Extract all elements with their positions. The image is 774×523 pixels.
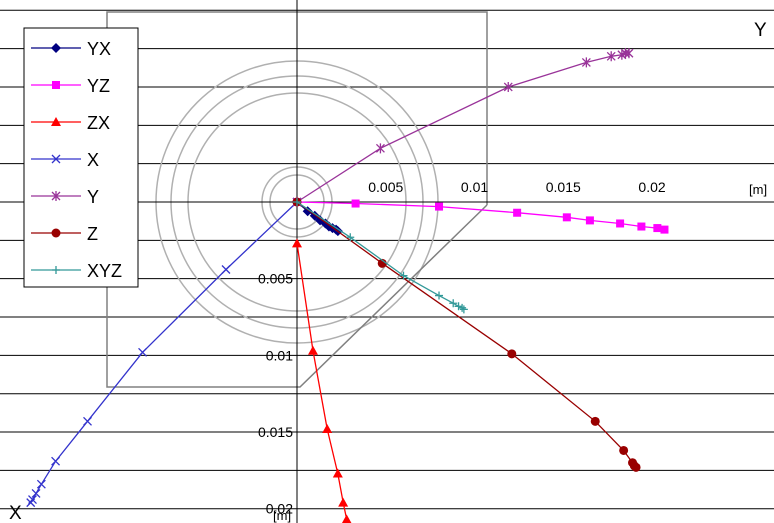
legend-marker-zx bbox=[51, 117, 61, 126]
data-point-x bbox=[51, 456, 61, 466]
legend-marker-xyz bbox=[52, 266, 60, 274]
series-line-zx bbox=[296, 243, 349, 523]
y-tick-label: 0.02 bbox=[266, 501, 293, 517]
x-tick-label: 0.015 bbox=[546, 179, 581, 195]
data-point-zx bbox=[332, 468, 343, 478]
data-point-xyz bbox=[293, 198, 301, 206]
data-point-yz bbox=[562, 213, 571, 222]
data-point-x bbox=[36, 479, 46, 489]
data-point-yz bbox=[351, 199, 360, 208]
series-xyz bbox=[293, 198, 468, 314]
data-point-zx bbox=[322, 423, 333, 433]
y-tick-label: 0.015 bbox=[258, 424, 293, 440]
legend-marker-x bbox=[51, 154, 61, 164]
data-point-yz bbox=[653, 224, 662, 233]
tick-labels: 0.005 0.01 0.015 0.02 0.005 0.01 0.015 0.02 bbox=[258, 179, 666, 517]
legend-label-x: X bbox=[87, 150, 99, 170]
legend-marker-z bbox=[51, 228, 61, 238]
data-point-y bbox=[581, 57, 591, 68]
data-point-y bbox=[503, 81, 513, 92]
data-point-z bbox=[631, 462, 641, 472]
x-tick-label: 0.02 bbox=[638, 179, 665, 195]
y-tick-label: 0.01 bbox=[266, 347, 293, 363]
data-point-x bbox=[26, 498, 36, 508]
data-point-yx bbox=[302, 206, 313, 217]
x-tick-label: 0.01 bbox=[461, 179, 488, 195]
legend-label-z: Z bbox=[87, 224, 98, 244]
x-tick-label: 0.005 bbox=[368, 179, 403, 195]
legend-label-xyz: XYZ bbox=[87, 261, 122, 281]
data-point-x bbox=[31, 488, 41, 498]
series-group bbox=[26, 48, 669, 523]
data-point-zx bbox=[338, 497, 349, 507]
data-point-y bbox=[375, 143, 385, 154]
data-point-yz bbox=[637, 222, 646, 231]
y-axis-unit: [m] bbox=[273, 508, 291, 523]
series-yz bbox=[293, 198, 669, 234]
series-x bbox=[26, 197, 302, 508]
legend-marker-yx bbox=[51, 43, 61, 53]
data-point-z bbox=[507, 349, 517, 359]
data-point-x bbox=[83, 416, 92, 426]
data-point-yz bbox=[435, 202, 444, 211]
data-point-xyz bbox=[449, 299, 458, 308]
data-point-zx bbox=[341, 514, 352, 523]
data-point-xyz bbox=[399, 271, 408, 280]
legend-label-yx: YX bbox=[87, 39, 111, 59]
data-point-yz bbox=[585, 216, 594, 225]
series-line-yz bbox=[296, 201, 665, 231]
data-point-zx bbox=[292, 238, 302, 248]
y-axis-letter: X bbox=[9, 503, 22, 523]
legend-label-y: Y bbox=[87, 187, 99, 207]
data-point-z bbox=[619, 445, 629, 455]
data-point-xyz bbox=[458, 303, 467, 312]
data-point-y bbox=[624, 48, 634, 59]
legend-marker-y bbox=[51, 191, 61, 201]
series-line-z bbox=[296, 201, 637, 468]
data-point-xyz bbox=[435, 291, 444, 300]
x-axis-unit: [m] bbox=[749, 182, 767, 197]
data-point-xyz bbox=[459, 305, 468, 314]
data-point-z bbox=[590, 416, 600, 426]
series-zx bbox=[292, 238, 352, 523]
legend-label-yz: YZ bbox=[87, 76, 110, 96]
legend-marker-yz bbox=[52, 81, 60, 89]
data-point-yz bbox=[616, 219, 625, 228]
data-point-yz bbox=[660, 225, 669, 234]
data-point-y bbox=[606, 51, 616, 62]
data-point-x bbox=[138, 347, 148, 357]
data-point-yz bbox=[513, 208, 522, 217]
y-tick-label: 0.005 bbox=[258, 271, 293, 287]
data-point-zx bbox=[307, 345, 318, 355]
legend-label-zx: ZX bbox=[87, 113, 110, 133]
data-point-xyz bbox=[454, 302, 463, 311]
data-point-x bbox=[221, 265, 231, 274]
data-point-xyz bbox=[346, 233, 355, 242]
legend-box bbox=[23, 27, 139, 288]
x-axis-letter: Y bbox=[754, 20, 767, 41]
